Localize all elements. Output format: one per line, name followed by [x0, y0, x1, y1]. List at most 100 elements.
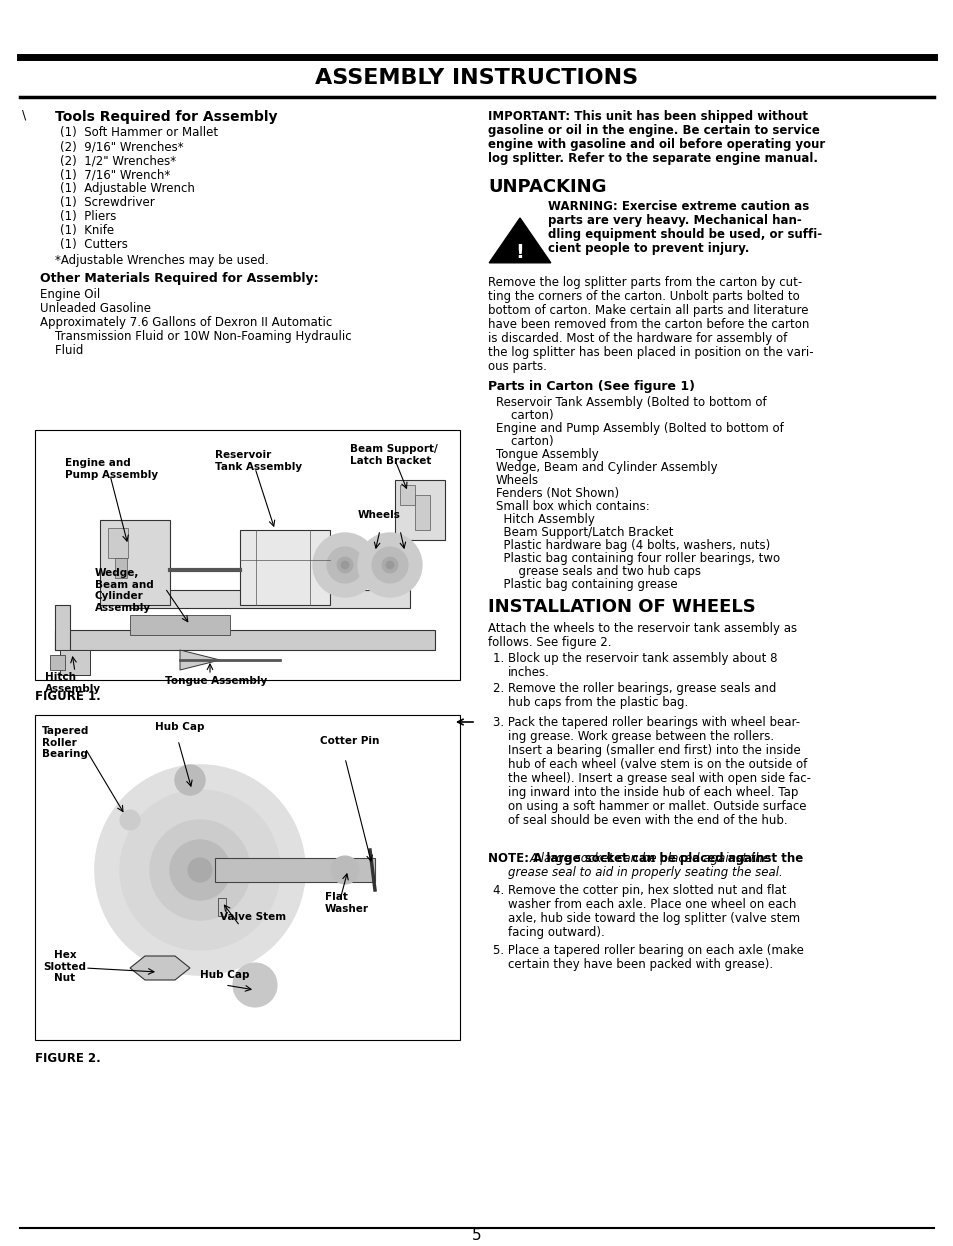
Text: (1)  Soft Hammer or Mallet: (1) Soft Hammer or Mallet — [60, 126, 218, 140]
Text: !: ! — [515, 243, 524, 262]
Text: Cotter Pin: Cotter Pin — [319, 736, 379, 746]
Polygon shape — [130, 956, 190, 981]
Text: Attach the wheels to the reservoir tank assembly as: Attach the wheels to the reservoir tank … — [488, 622, 797, 635]
Text: parts are very heavy. Mechanical han-: parts are very heavy. Mechanical han- — [547, 214, 801, 227]
Text: grease seal to aid in properly seating the seal.: grease seal to aid in properly seating t… — [507, 866, 781, 878]
Text: (1)  Knife: (1) Knife — [60, 224, 114, 237]
Text: hub of each wheel (valve stem is on the outside of: hub of each wheel (valve stem is on the … — [507, 758, 806, 771]
Text: (2)  9/16" Wrenches*: (2) 9/16" Wrenches* — [60, 140, 183, 153]
Bar — [399, 485, 415, 505]
Text: FIGURE 2.: FIGURE 2. — [35, 1052, 101, 1065]
Bar — [55, 630, 435, 650]
Bar — [115, 558, 127, 578]
Text: Small box which contains:: Small box which contains: — [496, 500, 649, 513]
Text: grease seals and two hub caps: grease seals and two hub caps — [496, 564, 700, 578]
Text: (2)  1/2" Wrenches*: (2) 1/2" Wrenches* — [60, 155, 176, 167]
Text: log splitter. Refer to the separate engine manual.: log splitter. Refer to the separate engi… — [488, 152, 817, 164]
Bar — [55, 606, 70, 650]
Circle shape — [372, 547, 408, 583]
Text: Other Materials Required for Assembly:: Other Materials Required for Assembly: — [40, 272, 318, 285]
Text: Wheels: Wheels — [357, 510, 400, 520]
Text: on using a soft hammer or mallet. Outside surface: on using a soft hammer or mallet. Outsid… — [507, 800, 805, 812]
Text: cient people to prevent injury.: cient people to prevent injury. — [547, 242, 749, 255]
Text: Wedge,
Beam and
Cylinder
Assembly: Wedge, Beam and Cylinder Assembly — [95, 568, 153, 613]
Circle shape — [327, 547, 363, 583]
Text: bottom of carton. Make certain all parts and literature: bottom of carton. Make certain all parts… — [488, 304, 807, 316]
Text: ing grease. Work grease between the rollers.: ing grease. Work grease between the roll… — [507, 730, 773, 743]
Text: Fluid: Fluid — [40, 344, 83, 358]
Text: axle, hub side toward the log splitter (valve stem: axle, hub side toward the log splitter (… — [507, 912, 800, 925]
Bar — [130, 616, 230, 635]
Circle shape — [174, 765, 205, 795]
Circle shape — [120, 810, 140, 830]
Text: follows. See figure 2.: follows. See figure 2. — [488, 635, 611, 649]
Text: 2. Remove the roller bearings, grease seals and: 2. Remove the roller bearings, grease se… — [493, 682, 776, 695]
Text: dling equipment should be used, or suffi-: dling equipment should be used, or suffi… — [547, 228, 821, 240]
Text: Plastic bag containing four roller bearings, two: Plastic bag containing four roller beari… — [496, 552, 780, 564]
Text: engine with gasoline and oil before operating your: engine with gasoline and oil before oper… — [488, 138, 824, 151]
Text: ASSEMBLY INSTRUCTIONS: ASSEMBLY INSTRUCTIONS — [315, 69, 638, 88]
Text: Unleaded Gasoline: Unleaded Gasoline — [40, 302, 151, 315]
Text: UNPACKING: UNPACKING — [488, 178, 606, 196]
Text: Reservoir Tank Assembly (Bolted to bottom of: Reservoir Tank Assembly (Bolted to botto… — [496, 396, 766, 409]
Polygon shape — [180, 650, 220, 670]
Text: Engine and Pump Assembly (Bolted to bottom of: Engine and Pump Assembly (Bolted to bott… — [496, 422, 783, 435]
Text: 4. Remove the cotter pin, hex slotted nut and flat: 4. Remove the cotter pin, hex slotted nu… — [493, 883, 785, 897]
Bar — [35, 430, 459, 680]
Bar — [415, 495, 430, 530]
Bar — [60, 650, 90, 675]
Circle shape — [170, 840, 230, 900]
Text: 5: 5 — [472, 1229, 481, 1244]
Text: hub caps from the plastic bag.: hub caps from the plastic bag. — [507, 697, 687, 709]
Text: Hub Cap: Hub Cap — [154, 721, 204, 731]
Text: facing outward).: facing outward). — [507, 926, 604, 939]
Text: the wheel). Insert a grease seal with open side fac-: the wheel). Insert a grease seal with op… — [507, 773, 810, 785]
Text: IMPORTANT: This unit has been shipped without: IMPORTANT: This unit has been shipped wi… — [488, 110, 807, 123]
Bar — [130, 591, 410, 608]
Circle shape — [233, 963, 276, 1007]
Circle shape — [331, 856, 358, 883]
Bar — [35, 715, 459, 1040]
Text: certain they have been packed with grease).: certain they have been packed with greas… — [507, 958, 772, 971]
Circle shape — [386, 561, 394, 569]
Text: Reservoir
Tank Assembly: Reservoir Tank Assembly — [214, 450, 302, 471]
Text: Insert a bearing (smaller end first) into the inside: Insert a bearing (smaller end first) int… — [507, 744, 800, 758]
Text: Engine Oil: Engine Oil — [40, 288, 100, 302]
Text: Tapered
Roller
Bearing: Tapered Roller Bearing — [42, 726, 90, 759]
Text: 5. Place a tapered roller bearing on each axle (make: 5. Place a tapered roller bearing on eac… — [493, 944, 803, 957]
Text: Plastic bag containing grease: Plastic bag containing grease — [496, 578, 677, 591]
Text: (1)  Adjustable Wrench: (1) Adjustable Wrench — [60, 182, 194, 196]
Text: Parts in Carton (See figure 1): Parts in Carton (See figure 1) — [488, 380, 695, 392]
Text: (1)  Screwdriver: (1) Screwdriver — [60, 196, 154, 209]
Circle shape — [120, 790, 280, 949]
Text: the log splitter has been placed in position on the vari-: the log splitter has been placed in posi… — [488, 346, 813, 359]
Text: INSTALLATION OF WHEELS: INSTALLATION OF WHEELS — [488, 598, 755, 616]
Text: WARNING: Exercise extreme caution as: WARNING: Exercise extreme caution as — [547, 201, 808, 213]
Text: washer from each axle. Place one wheel on each: washer from each axle. Place one wheel o… — [507, 898, 796, 911]
Text: NOTE: A large socket can be placed against the: NOTE: A large socket can be placed again… — [488, 852, 802, 865]
Text: (1)  Pliers: (1) Pliers — [60, 211, 116, 223]
Text: ting the corners of the carton. Unbolt parts bolted to: ting the corners of the carton. Unbolt p… — [488, 290, 799, 303]
Text: Engine and
Pump Assembly: Engine and Pump Assembly — [65, 459, 158, 480]
Text: Transmission Fluid or 10W Non-Foaming Hydraulic: Transmission Fluid or 10W Non-Foaming Hy… — [40, 330, 352, 343]
Bar — [218, 898, 226, 916]
Text: Flat
Washer: Flat Washer — [325, 892, 369, 913]
Text: carton): carton) — [496, 409, 553, 422]
Text: FIGURE 1.: FIGURE 1. — [35, 690, 101, 703]
Circle shape — [90, 760, 310, 981]
Circle shape — [313, 533, 376, 597]
Text: Tongue Assembly: Tongue Assembly — [496, 449, 598, 461]
Text: Plastic hardware bag (4 bolts, washers, nuts): Plastic hardware bag (4 bolts, washers, … — [496, 540, 769, 552]
Text: *Adjustable Wrenches may be used.: *Adjustable Wrenches may be used. — [55, 254, 269, 267]
Text: Approximately 7.6 Gallons of Dexron II Automatic: Approximately 7.6 Gallons of Dexron II A… — [40, 316, 332, 329]
Text: A large socket can be placed against the: A large socket can be placed against the — [530, 852, 770, 865]
Text: ous parts.: ous parts. — [488, 360, 546, 373]
Text: 3. Pack the tapered roller bearings with wheel bear-: 3. Pack the tapered roller bearings with… — [493, 716, 800, 729]
Text: Beam Support/
Latch Bracket: Beam Support/ Latch Bracket — [350, 444, 437, 466]
Bar — [240, 530, 330, 606]
Text: Hitch Assembly: Hitch Assembly — [496, 513, 595, 526]
Text: is discarded. Most of the hardware for assembly of: is discarded. Most of the hardware for a… — [488, 331, 786, 345]
Polygon shape — [489, 218, 550, 263]
Text: gasoline or oil in the engine. Be certain to service: gasoline or oil in the engine. Be certai… — [488, 125, 819, 137]
Text: inches.: inches. — [507, 667, 549, 679]
